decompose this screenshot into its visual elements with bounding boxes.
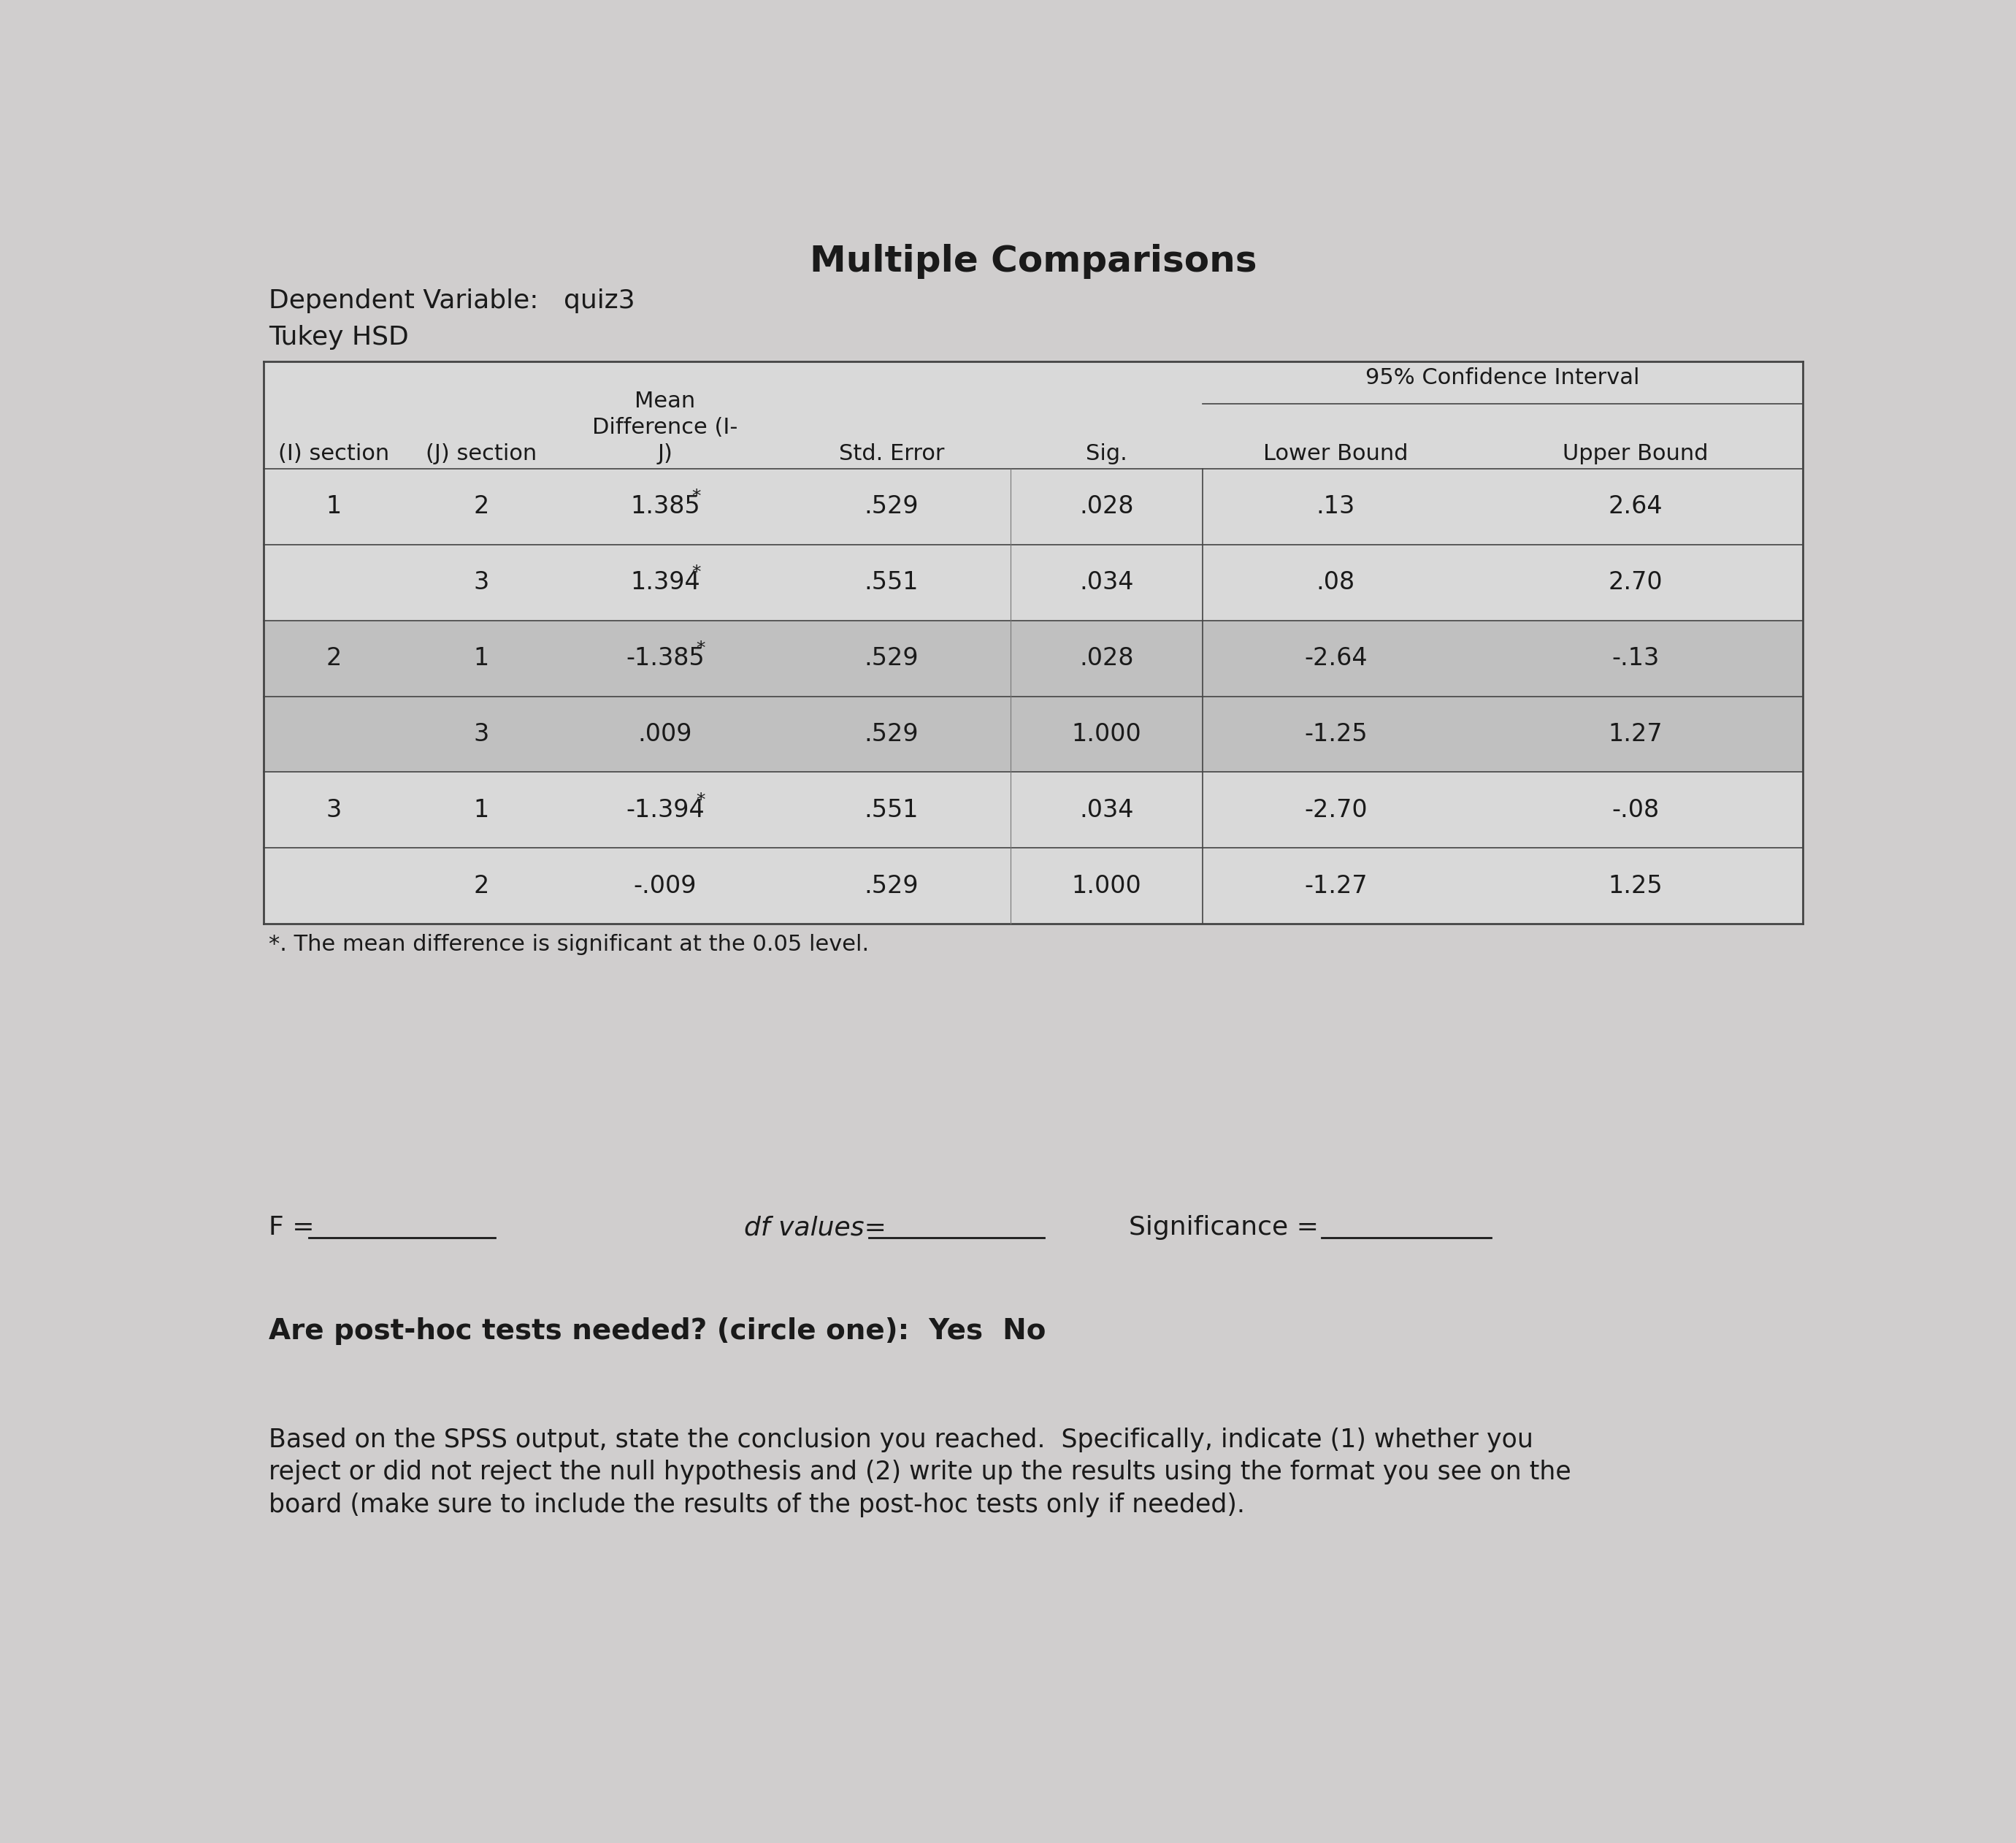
Text: F =: F = (268, 1215, 323, 1240)
Text: .529: .529 (865, 722, 919, 746)
Text: .551: .551 (865, 569, 919, 595)
Text: .551: .551 (865, 798, 919, 822)
Text: .08: .08 (1316, 569, 1355, 595)
Text: Lower Bound: Lower Bound (1264, 442, 1407, 464)
Text: Based on the SPSS output, state the conclusion you reached.  Specifically, indic: Based on the SPSS output, state the conc… (268, 1426, 1570, 1517)
Text: 2.64: 2.64 (1609, 494, 1663, 518)
Text: Sig.: Sig. (1087, 442, 1127, 464)
Text: Upper Bound: Upper Bound (1562, 442, 1708, 464)
Bar (264, 468, 1802, 544)
Text: -1.394: -1.394 (625, 798, 704, 822)
Text: Multiple Comparisons: Multiple Comparisons (810, 243, 1256, 278)
Text: -2.64: -2.64 (1304, 647, 1367, 671)
Text: *: * (691, 488, 702, 505)
Text: Significance =: Significance = (1129, 1215, 1327, 1240)
Bar (264, 772, 1802, 848)
Bar (264, 361, 1802, 468)
Text: -2.70: -2.70 (1304, 798, 1367, 822)
Text: -.08: -.08 (1613, 798, 1659, 822)
Text: 1.385: 1.385 (631, 494, 700, 518)
Text: 1.25: 1.25 (1609, 874, 1663, 898)
Text: .034: .034 (1079, 798, 1133, 822)
Text: 95% Confidence Interval: 95% Confidence Interval (1365, 367, 1639, 389)
Text: .028: .028 (1079, 647, 1133, 671)
Text: .529: .529 (865, 494, 919, 518)
Text: .034: .034 (1079, 569, 1133, 595)
Text: 1: 1 (327, 494, 343, 518)
Text: -1.25: -1.25 (1304, 722, 1367, 746)
Text: Tukey HSD: Tukey HSD (268, 324, 409, 350)
Text: .028: .028 (1079, 494, 1133, 518)
Text: 2.70: 2.70 (1609, 569, 1663, 595)
Bar (264, 621, 1802, 697)
Text: 2: 2 (327, 647, 343, 671)
Text: 3: 3 (474, 722, 490, 746)
Text: df values=: df values= (744, 1215, 895, 1240)
Text: -1.385: -1.385 (625, 647, 704, 671)
Text: Dependent Variable:   quiz3: Dependent Variable: quiz3 (268, 289, 635, 313)
Text: 1.000: 1.000 (1073, 722, 1141, 746)
Text: -1.27: -1.27 (1304, 874, 1367, 898)
Text: 1: 1 (474, 647, 490, 671)
Text: 1: 1 (474, 798, 490, 822)
Text: 1.394: 1.394 (631, 569, 700, 595)
Text: *. The mean difference is significant at the 0.05 level.: *. The mean difference is significant at… (268, 934, 869, 955)
Bar (264, 848, 1802, 923)
Text: (I) section: (I) section (278, 442, 389, 464)
Text: -.009: -.009 (633, 874, 698, 898)
Text: Mean
Difference (I-
J): Mean Difference (I- J) (593, 391, 738, 464)
Text: -.13: -.13 (1611, 647, 1659, 671)
Text: .529: .529 (865, 874, 919, 898)
Text: .009: .009 (637, 722, 691, 746)
Text: 2: 2 (474, 874, 490, 898)
Text: 3: 3 (474, 569, 490, 595)
Bar (264, 697, 1802, 772)
Text: *: * (696, 791, 706, 809)
Text: 1.27: 1.27 (1609, 722, 1663, 746)
Text: .529: .529 (865, 647, 919, 671)
Text: *: * (691, 564, 702, 581)
Bar (264, 544, 1802, 621)
Text: *: * (696, 640, 706, 656)
Text: 3: 3 (327, 798, 343, 822)
Text: 2: 2 (474, 494, 490, 518)
Text: .13: .13 (1316, 494, 1355, 518)
Text: 1.000: 1.000 (1073, 874, 1141, 898)
Text: Std. Error: Std. Error (839, 442, 943, 464)
Text: (J) section: (J) section (425, 442, 536, 464)
Text: Are post-hoc tests needed? (circle one):  Yes  No: Are post-hoc tests needed? (circle one):… (268, 1318, 1046, 1345)
